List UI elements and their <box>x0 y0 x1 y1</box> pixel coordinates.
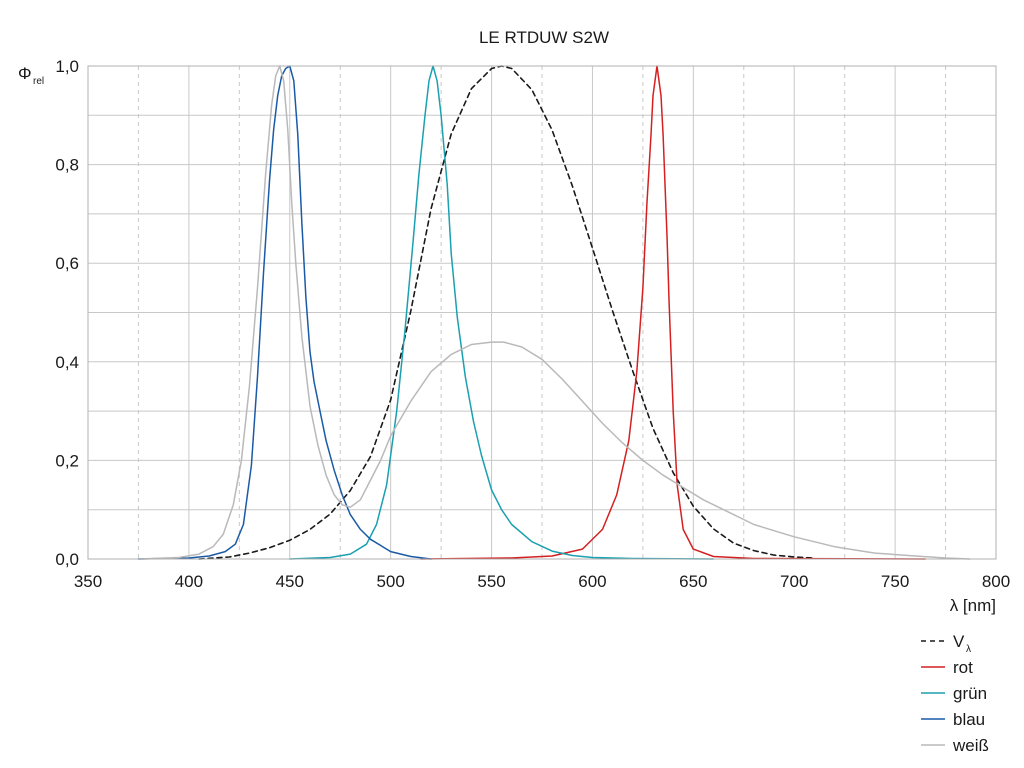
legend-label-subscript: λ <box>966 644 971 655</box>
y-tick-label: 0,2 <box>55 451 79 470</box>
axes: 350 400 450 500 550 600 650 700 750 800 0,0 0,2 0,4 0… <box>55 57 1010 591</box>
x-tick-label: 350 <box>74 572 102 591</box>
x-tick-label: 550 <box>477 572 505 591</box>
y-tick-label: 0,6 <box>55 254 79 273</box>
x-tick-label: 450 <box>276 572 304 591</box>
legend-label: weiß <box>952 736 989 755</box>
y-axis-label: Φ rel <box>18 64 44 87</box>
y-tick-label: 0,4 <box>55 353 79 372</box>
y-axis-symbol: Φ <box>18 64 32 83</box>
plot-frame <box>87 65 997 560</box>
x-tick-label: 800 <box>982 572 1010 591</box>
legend-label: blau <box>953 710 985 729</box>
x-tick-label: 400 <box>175 572 203 591</box>
legend-label: V <box>953 632 965 651</box>
series-line-v <box>198 65 816 560</box>
x-tick-label: 750 <box>881 572 909 591</box>
y-axis-subscript: rel <box>33 76 44 87</box>
x-tick-label: 500 <box>376 572 404 591</box>
y-tick-label: 0,8 <box>55 156 79 175</box>
x-axis-label: λ [nm] <box>950 596 996 615</box>
grid-lines <box>87 65 997 560</box>
y-tick-label: 0,0 <box>55 550 79 569</box>
series-line-weiß <box>137 65 971 560</box>
series-line-blau <box>137 65 432 560</box>
chart-title: LE RTDUW S2W <box>479 28 609 47</box>
x-tick-label: 600 <box>578 572 606 591</box>
y-tick-label: 1,0 <box>55 57 79 76</box>
series-group <box>137 65 971 560</box>
x-tick-label: 700 <box>780 572 808 591</box>
series-line-grün <box>289 65 715 560</box>
series-line-rot <box>420 65 927 560</box>
legend-label: rot <box>953 658 973 677</box>
legend-label: grün <box>953 684 987 703</box>
x-tick-label: 650 <box>679 572 707 591</box>
